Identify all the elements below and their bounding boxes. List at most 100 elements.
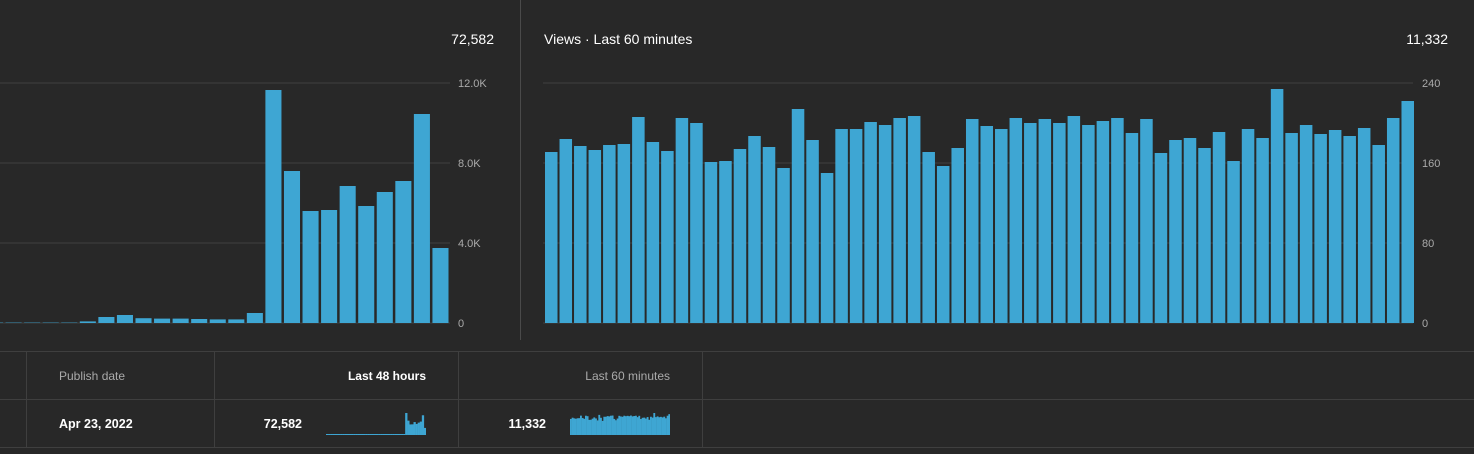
last-60-minutes-bar[interactable]	[748, 136, 761, 323]
last-60-minutes-bar[interactable]	[1038, 119, 1052, 323]
last-60-minutes-bar[interactable]	[1270, 89, 1284, 323]
last-48-hours-spark-bar	[403, 434, 406, 435]
last-60-minutes-bar[interactable]	[864, 122, 877, 323]
last-60-minutes-bar[interactable]	[1314, 134, 1327, 323]
last-48-hours-bar[interactable]	[358, 206, 375, 323]
last-60-minutes-bar[interactable]	[1227, 161, 1240, 323]
last-48-hours-bar[interactable]	[283, 171, 301, 323]
last-60-minutes-bar[interactable]	[1067, 116, 1081, 323]
last-48-hours-bar[interactable]	[79, 321, 96, 323]
last-60-minutes-bar[interactable]	[675, 118, 689, 323]
last-48-hours-spark-bar	[334, 434, 337, 435]
last-60-minutes-bar[interactable]	[1285, 133, 1298, 323]
last-60-minutes-bar[interactable]	[1140, 119, 1153, 323]
last-60-minutes-bar[interactable]	[704, 162, 718, 323]
last-60-minutes-bar[interactable]	[1343, 136, 1356, 323]
last-48-hours-spark-bar	[384, 434, 387, 435]
last-60-minutes-bar[interactable]	[820, 173, 834, 323]
last-60-minutes-spark-bar	[605, 416, 607, 435]
last-60-minutes-spark-bar	[651, 417, 654, 435]
last-60-minutes-bar[interactable]	[690, 123, 703, 323]
last-60-minutes-bar[interactable]	[849, 129, 863, 323]
last-60-minutes-bar[interactable]	[893, 118, 906, 323]
last-60-minutes-bar[interactable]	[1125, 133, 1139, 323]
last-48-hours-spark-bar	[398, 434, 402, 435]
last-48-hours-bar[interactable]	[135, 318, 152, 323]
last-60-minutes-y-tick-label: 240	[1422, 78, 1440, 90]
last-60-minutes-bar[interactable]	[559, 139, 573, 323]
last-48-hours-bar[interactable]	[228, 319, 245, 323]
last-60-minutes-bar[interactable]	[1212, 132, 1226, 323]
last-48-hours-bar[interactable]	[172, 318, 189, 323]
last-48-hours-bar[interactable]	[116, 315, 133, 323]
last-48-hours-bar[interactable]	[413, 114, 430, 323]
last-60-minutes-bar[interactable]	[980, 126, 994, 323]
last-60-minutes-bar[interactable]	[1024, 123, 1037, 323]
last-60-minutes-bar[interactable]	[617, 144, 631, 323]
last-60-minutes-bar[interactable]	[922, 152, 935, 323]
last-60-minutes-bar[interactable]	[1009, 118, 1023, 323]
last-48-hours-bar[interactable]	[246, 313, 263, 323]
last-60-minutes-bar[interactable]	[1154, 153, 1168, 323]
last-48-hours-bar[interactable]	[321, 210, 338, 323]
last-60-minutes-bar[interactable]	[1256, 138, 1269, 323]
realtime-table: Publish date Last 48 hours Last 60 minut…	[0, 351, 1474, 454]
last-60-minutes-bar[interactable]	[762, 147, 776, 323]
last-60-minutes-bar[interactable]	[1169, 140, 1182, 323]
last-48-hours-bar[interactable]	[265, 90, 282, 323]
last-60-minutes-bar[interactable]	[1198, 148, 1211, 323]
last-60-minutes-bar[interactable]	[965, 119, 979, 323]
last-60-minutes-bar[interactable]	[835, 129, 848, 323]
last-60-minutes-bar[interactable]	[1111, 118, 1124, 323]
last-60-minutes-bar[interactable]	[1357, 128, 1371, 323]
last-60-minutes-spark-bar	[591, 418, 594, 435]
column-header-publish-date[interactable]: Publish date	[59, 369, 126, 383]
last-48-hours-spark-bar	[423, 427, 426, 435]
last-60-minutes-bar[interactable]	[1328, 130, 1342, 323]
last-48-hours-bar[interactable]	[98, 317, 115, 323]
last-60-minutes-bar[interactable]	[545, 152, 558, 323]
last-60-minutes-bar[interactable]	[907, 116, 921, 323]
last-48-hours-bar[interactable]	[432, 248, 449, 323]
last-48-hours-bar[interactable]	[376, 192, 393, 323]
last-60-minutes-bar[interactable]	[878, 125, 892, 323]
last-60-minutes-bar[interactable]	[646, 142, 660, 323]
last-60-minutes-bar[interactable]	[936, 166, 950, 323]
last-60-minutes-bar[interactable]	[1241, 129, 1255, 323]
column-divider	[214, 351, 215, 447]
last-60-minutes-bar[interactable]	[995, 129, 1008, 323]
last-48-hours-y-tick-label: 0	[458, 318, 464, 330]
last-48-hours-y-tick-label: 12.0K	[458, 78, 487, 90]
last-48-hours-bar[interactable]	[191, 319, 208, 323]
last-60-minutes-bar[interactable]	[632, 117, 645, 323]
last-60-minutes-bar[interactable]	[574, 146, 587, 323]
last-60-minutes-bar[interactable]	[791, 109, 805, 323]
last-60-minutes-bar[interactable]	[1053, 123, 1066, 323]
last-60-minutes-spark-bar	[615, 420, 617, 435]
last-60-minutes-bar[interactable]	[603, 145, 616, 323]
last-48-hours-bar[interactable]	[395, 181, 412, 323]
last-60-minutes-bar[interactable]	[777, 168, 790, 323]
last-60-minutes-bar[interactable]	[588, 150, 602, 323]
column-header-last-60-minutes[interactable]: Last 60 minutes	[585, 369, 670, 383]
last-60-minutes-bar[interactable]	[661, 151, 674, 323]
last-60-minutes-bar[interactable]	[1299, 125, 1313, 323]
last-60-minutes-spark-bar	[581, 417, 584, 435]
last-48-hours-bar[interactable]	[209, 319, 226, 323]
last-48-hours-bar[interactable]	[339, 186, 356, 323]
last-60-minutes-bar[interactable]	[719, 161, 732, 323]
last-60-minutes-bar[interactable]	[1183, 138, 1197, 323]
last-60-minutes-bar[interactable]	[1386, 118, 1400, 323]
last-48-hours-spark-bar	[361, 434, 364, 435]
last-60-minutes-bar[interactable]	[1372, 145, 1385, 323]
last-60-minutes-bar[interactable]	[806, 140, 819, 323]
last-60-minutes-bar[interactable]	[951, 148, 964, 323]
last-48-hours-bar[interactable]	[302, 211, 319, 323]
last-60-minutes-bar[interactable]	[1096, 121, 1110, 323]
last-60-minutes-bar[interactable]	[733, 149, 747, 323]
column-header-last-48-hours[interactable]: Last 48 hours	[347, 369, 426, 383]
last-48-hours-bar[interactable]	[154, 318, 171, 323]
last-60-minutes-bar[interactable]	[1082, 125, 1095, 323]
last-60-minutes-spark-bar	[598, 414, 601, 435]
last-60-minutes-bar[interactable]	[1401, 101, 1414, 323]
